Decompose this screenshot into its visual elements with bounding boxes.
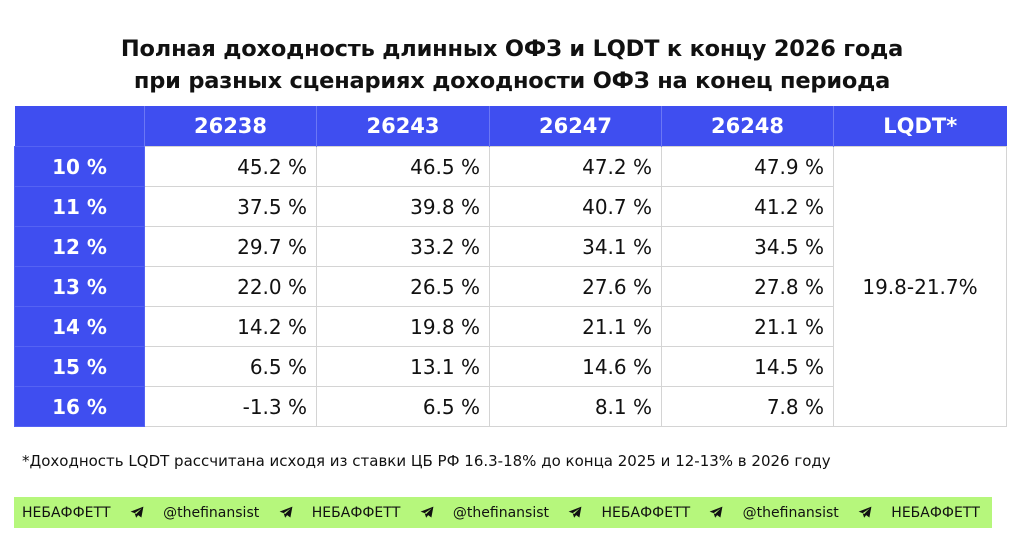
header-26238: 26238 [144, 106, 317, 147]
row-scenario: 16 % [14, 386, 145, 427]
table-cell: 27.8 % [661, 266, 834, 307]
ticker-item: @thefinansist [163, 504, 260, 521]
table-header-row: 26238 26243 26247 26248 LQDT* [14, 106, 1007, 147]
header-26247: 26247 [489, 106, 662, 147]
table-row: 14 % 14.2 % 19.8 % 21.1 % 21.1 % [14, 306, 1007, 347]
ticker-item: @thefinansist [452, 504, 549, 521]
telegram-icon [858, 506, 872, 518]
table-cell: 8.1 % [489, 386, 662, 427]
table-cell: 14.2 % [144, 306, 317, 347]
ticker-item: НЕБАФФЕТТ [22, 504, 111, 521]
table-row: 10 % 45.2 % 46.5 % 47.2 % 47.9 % 19.8-21… [14, 146, 1007, 427]
table-cell: 6.5 % [144, 346, 317, 387]
row-scenario: 12 % [14, 226, 145, 267]
ticker-banner: НЕБАФФЕТТ @thefinansist НЕБАФФЕТТ @thefi… [14, 497, 992, 528]
ticker-item: @thefinansist [742, 504, 839, 521]
header-corner [14, 106, 145, 147]
ticker-item: НЕБАФФЕТТ [891, 504, 980, 521]
row-scenario: 15 % [14, 346, 145, 387]
table-cell: 41.2 % [661, 186, 834, 227]
footnote: *Доходность LQDT рассчитана исходя из ст… [22, 452, 831, 470]
table-cell: 14.5 % [661, 346, 834, 387]
ticker-item: НЕБАФФЕТТ [311, 504, 401, 521]
table-cell: 22.0 % [144, 266, 317, 307]
telegram-icon [568, 506, 582, 518]
table-cell: 33.2 % [316, 226, 490, 267]
telegram-icon [279, 506, 292, 518]
header-26248: 26248 [661, 106, 834, 147]
table-cell: 19.8 % [316, 306, 490, 347]
lqdt-range-cell: 19.8-21.7% [833, 146, 1007, 427]
table-cell: 21.1 % [661, 306, 834, 347]
table-row: 16 % -1.3 % 6.5 % 8.1 % 7.8 % [14, 386, 1007, 427]
table-cell: 6.5 % [316, 386, 490, 427]
header-26243: 26243 [316, 106, 490, 147]
table-cell: 14.6 % [489, 346, 662, 387]
table-row: 15 % 6.5 % 13.1 % 14.6 % 14.5 % [14, 346, 1007, 387]
telegram-icon [420, 506, 434, 518]
table-cell: 39.8 % [316, 186, 490, 227]
row-scenario: 14 % [14, 306, 145, 347]
table-cell: 40.7 % [489, 186, 662, 227]
table-cell: 34.5 % [661, 226, 834, 267]
table-cell: 45.2 % [144, 146, 317, 187]
page-title: Полная доходность длинных ОФЗ и LQDT к к… [0, 33, 1024, 97]
table-row: 11 % 37.5 % 39.8 % 40.7 % 41.2 % [14, 186, 1007, 227]
table-row: 13 % 22.0 % 26.5 % 27.6 % 27.8 % [14, 266, 1007, 307]
table-cell: -1.3 % [144, 386, 317, 427]
table-cell: 21.1 % [489, 306, 662, 347]
row-scenario: 13 % [14, 266, 145, 307]
row-scenario: 10 % [14, 146, 145, 187]
table-cell: 34.1 % [489, 226, 662, 267]
table-cell: 26.5 % [316, 266, 490, 307]
ticker-item: НЕБАФФЕТТ [601, 504, 691, 521]
table-cell: 46.5 % [316, 146, 490, 187]
header-lqdt: LQDT* [833, 106, 1007, 147]
table-cell: 47.9 % [661, 146, 834, 187]
table-cell: 7.8 % [661, 386, 834, 427]
table-row: 12 % 29.7 % 33.2 % 34.1 % 34.5 % [14, 226, 1007, 267]
table-cell: 37.5 % [144, 186, 317, 227]
table-cell: 27.6 % [489, 266, 662, 307]
title-line-2: при разных сценариях доходности ОФЗ на к… [133, 68, 891, 94]
table-cell: 29.7 % [144, 226, 317, 267]
yield-table: 26238 26243 26247 26248 LQDT* 10 % 45.2 … [14, 106, 1007, 427]
title-line-1: Полная доходность длинных ОФЗ и LQDT к к… [120, 36, 904, 62]
table-cell: 13.1 % [316, 346, 490, 387]
row-scenario: 11 % [14, 186, 145, 227]
telegram-icon [709, 506, 723, 518]
table-cell: 47.2 % [489, 146, 662, 187]
telegram-icon [130, 506, 144, 518]
